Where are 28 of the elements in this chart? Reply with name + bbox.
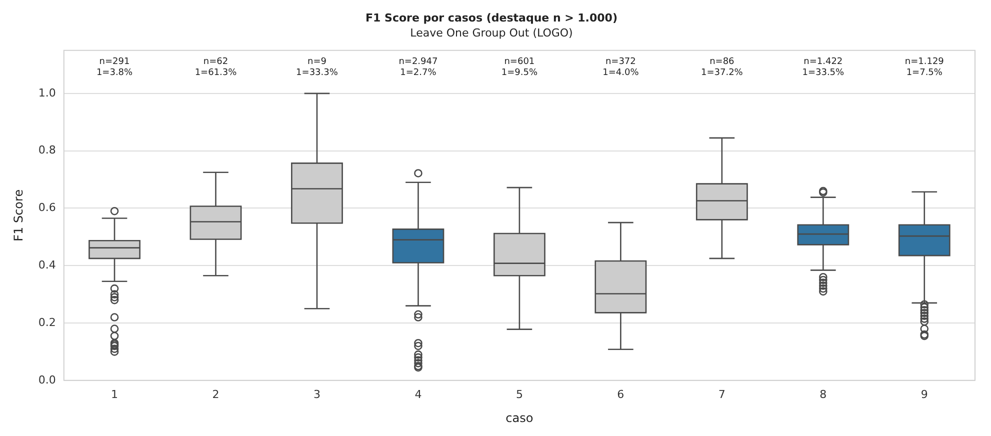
x-tick-label: 6 xyxy=(617,388,624,401)
y-tick-label: 0.0 xyxy=(38,373,56,386)
y-tick-label: 0.6 xyxy=(38,201,56,214)
x-tick-label: 5 xyxy=(516,388,523,401)
y-axis-title: F1 Score xyxy=(11,189,26,242)
annotation: n=372 1=4.0% xyxy=(602,57,640,78)
annotation: n=86 1=37.2% xyxy=(700,57,744,78)
chart-title: F1 Score por casos (destaque n > 1.000) xyxy=(366,11,618,24)
x-tick-label: 3 xyxy=(313,388,320,401)
x-tick-label: 2 xyxy=(212,388,220,401)
y-tick-label: 0.4 xyxy=(38,258,56,272)
chart-subtitle: Leave One Group Out (LOGO) xyxy=(410,26,573,40)
x-tick-label: 1 xyxy=(111,388,118,401)
annotation: n=1.422 1=33.5% xyxy=(802,57,845,78)
y-tick-label: 0.2 xyxy=(38,316,56,329)
x-tick-label: 9 xyxy=(920,388,928,401)
y-tick-label: 1.0 xyxy=(38,86,56,100)
annotation: n=601 1=9.5% xyxy=(501,57,538,78)
x-tick-label: 4 xyxy=(414,388,422,401)
annotation: n=9 1=33.3% xyxy=(296,57,338,78)
annotation: n=291 1=3.8% xyxy=(96,57,134,78)
x-tick-label: 8 xyxy=(820,388,827,401)
x-axis-title: caso xyxy=(506,410,534,425)
y-tick-label: 0.8 xyxy=(38,144,56,157)
annotation: n=62 1=61.3% xyxy=(194,57,238,78)
annotation: n=2.947 1=2.7% xyxy=(398,57,438,78)
x-tick-label: 7 xyxy=(718,388,726,401)
annotation: n=1.129 1=7.5% xyxy=(904,57,944,78)
